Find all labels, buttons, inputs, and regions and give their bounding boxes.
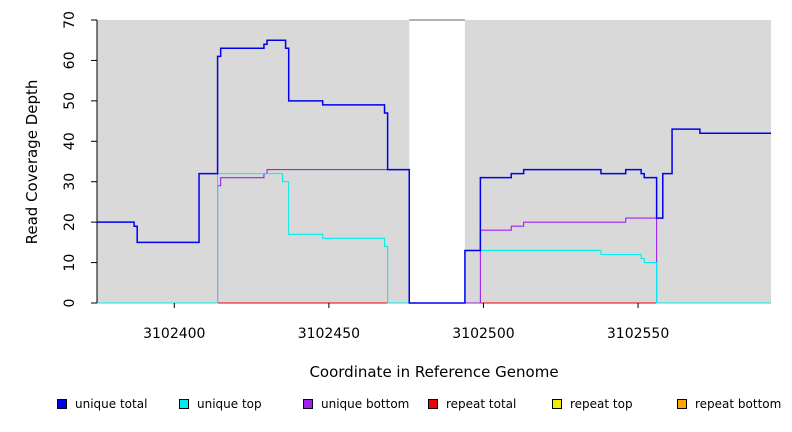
y-tick-label: 30	[62, 173, 78, 191]
x-tick-label: 3102500	[452, 326, 514, 342]
legend-item-repeat-top: repeat top	[552, 397, 633, 411]
plot-area-left	[97, 20, 410, 303]
legend-item-unique-top: unique top	[179, 397, 262, 411]
legend-item-unique-total: unique total	[57, 397, 147, 411]
legend-label: repeat top	[570, 397, 633, 411]
legend-swatch	[428, 399, 438, 409]
y-tick-label: 60	[62, 52, 78, 70]
y-tick-label: 50	[62, 92, 78, 110]
legend-swatch	[303, 399, 313, 409]
x-tick-label: 3102550	[607, 326, 669, 342]
y-tick-label: 10	[62, 254, 78, 272]
legend: unique total unique top unique bottom repea…	[0, 397, 792, 421]
y-tick-label: 40	[62, 132, 78, 150]
x-axis-label: Coordinate in Reference Genome	[309, 363, 558, 381]
legend-item-repeat-total: repeat total	[428, 397, 516, 411]
x-tick-label: 3102450	[298, 326, 360, 342]
axes: 0 10 20 30 40 50 60 70 3102400 3102450 3102500 3102…	[62, 11, 669, 342]
y-axis-label: Read Coverage Depth	[23, 80, 41, 245]
y-tick-label: 70	[62, 11, 78, 29]
y-tick-label: 0	[62, 299, 78, 308]
legend-label: repeat total	[446, 397, 517, 411]
series-unique-top	[97, 173, 771, 304]
legend-item-unique-bottom: unique bottom	[303, 397, 409, 411]
x-tick-label: 3102400	[143, 326, 205, 342]
plot-area-right	[464, 20, 771, 303]
y-tick-label: 20	[62, 213, 78, 231]
legend-label: unique top	[197, 397, 262, 411]
series-unique-total	[97, 39, 771, 304]
legend-swatch	[552, 399, 562, 409]
legend-item-repeat-bottom: repeat bottom	[677, 397, 781, 411]
plot-background	[97, 19, 771, 303]
legend-label: unique total	[75, 397, 148, 411]
legend-swatch	[57, 399, 67, 409]
legend-swatch	[179, 399, 189, 409]
plot-series	[97, 39, 771, 304]
legend-swatch	[677, 399, 687, 409]
legend-label: repeat bottom	[695, 397, 782, 411]
legend-label: unique bottom	[321, 397, 410, 411]
